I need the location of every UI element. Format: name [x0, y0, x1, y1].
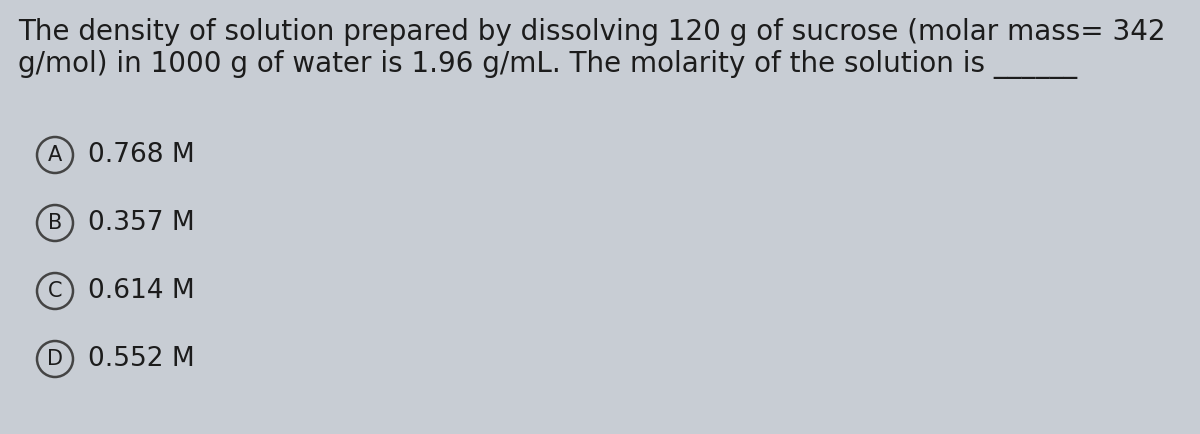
Circle shape — [37, 137, 73, 173]
Circle shape — [37, 205, 73, 241]
Text: B: B — [48, 213, 62, 233]
Text: The density of solution prepared by dissolving 120 g of sucrose (molar mass= 342: The density of solution prepared by diss… — [18, 18, 1165, 46]
Text: 0.357 M: 0.357 M — [88, 210, 194, 236]
Text: 0.768 M: 0.768 M — [88, 142, 194, 168]
Circle shape — [37, 273, 73, 309]
Text: A: A — [48, 145, 62, 165]
Text: g/mol) in 1000 g of water is 1.96 g/mL. The molarity of the solution is ______: g/mol) in 1000 g of water is 1.96 g/mL. … — [18, 50, 1078, 79]
Text: D: D — [47, 349, 64, 369]
Text: C: C — [48, 281, 62, 301]
Circle shape — [37, 341, 73, 377]
Text: 0.614 M: 0.614 M — [88, 278, 194, 304]
Text: 0.552 M: 0.552 M — [88, 346, 194, 372]
